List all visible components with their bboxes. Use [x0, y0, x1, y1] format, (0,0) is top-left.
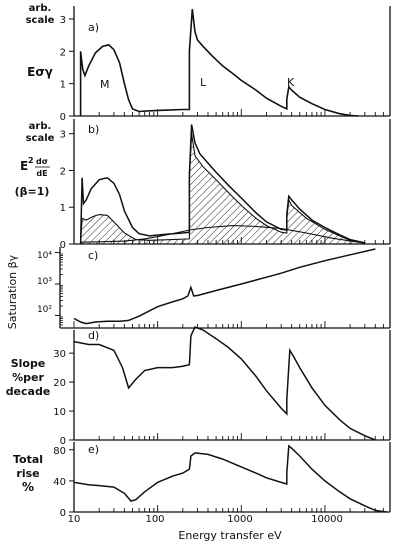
panel-b: arb. scale E 2 dσ dE (β=1) b) 0 1 2 3: [15, 119, 391, 251]
x-tick-label-10: 10: [68, 514, 81, 525]
panel-b-y-tick-label: 0: [60, 240, 66, 251]
annotation-k: K: [287, 76, 295, 89]
panel-d-label: d): [88, 329, 99, 342]
x-axis-title: Energy transfer eV: [178, 529, 282, 542]
panel-e-curve: [73, 444, 387, 513]
panel-b-label: b): [88, 123, 99, 136]
panel-d-ylabel-line2: %per: [12, 371, 44, 384]
panel-c-ytick-label-1e4: 10⁴: [37, 251, 52, 261]
panel-d-curve: [73, 326, 376, 441]
panel-b-upper-curve: [79, 124, 365, 245]
panel-c-curve: [73, 248, 376, 325]
panel-c-label: c): [88, 249, 98, 262]
panel-d-y-tick-label: 0: [60, 436, 66, 447]
panel-c-ytick-label-1e2: 10²: [37, 305, 52, 315]
panel-d-y-tick-label: 10: [53, 407, 66, 418]
panel-e-y-tick-label: 80: [53, 446, 66, 457]
panel-b-y-tick-label: 3: [60, 130, 66, 141]
panel-c-ytick-label-1e3: 10³: [37, 277, 52, 287]
panel-e-label: e): [88, 443, 99, 456]
panel-e-y-tick-label: 40: [53, 477, 66, 488]
x-tick-label-100: 100: [145, 514, 164, 525]
panel-a-ylabel-line2: scale: [26, 15, 55, 26]
panel-b-ytitle-e: E: [20, 159, 28, 173]
panel-a-y-tick-label: 3: [60, 15, 66, 26]
panel-d-ylabel-line1: Slope: [11, 357, 46, 370]
panel-d-ticks: 0 10 20 30: [53, 330, 391, 447]
panel-b-ytitle-sup: 2: [28, 156, 34, 165]
panel-b-y-tick-label: 1: [60, 203, 66, 214]
panel-a-ticks: 0 1 2 3: [60, 6, 391, 123]
panel-b-ytitle-frac-top: dσ: [36, 157, 48, 166]
panel-a-y-tick-label: 2: [60, 47, 66, 58]
panel-b-y-tick-label: 2: [60, 166, 66, 177]
panel-c: Saturation βγ c) 10⁴ 10³ 10²: [6, 247, 391, 329]
panel-e-ylabel-line3: %: [22, 480, 34, 494]
panel-d-y-tick-label: 30: [53, 349, 66, 360]
panel-a: arb. scale Eσγ a) M L K 0 1 2 3: [26, 3, 391, 123]
panel-e-ticks: 0 40 80: [53, 442, 391, 519]
panel-e-ylabel-line2: rise: [16, 467, 39, 480]
panel-e-y-tick-label: 0: [60, 508, 66, 519]
x-tick-label-1000: 1000: [227, 514, 252, 525]
annotation-l: L: [200, 76, 207, 89]
panel-d: Slope %per decade d) 0 10 20 30: [6, 326, 391, 447]
panel-c-ticks: [55, 247, 391, 329]
panel-a-curve: [79, 9, 359, 117]
panel-a-y-tick-label: 1: [60, 80, 66, 91]
panel-d-y-tick-label: 20: [53, 378, 66, 389]
x-tick-label-10000: 10000: [311, 514, 343, 525]
panel-d-ylabel-line3: decade: [6, 385, 51, 398]
panel-b-hatched-area: [80, 133, 366, 245]
annotation-m: M: [100, 78, 110, 91]
panel-e-ylabel-line1: Total: [13, 453, 43, 466]
panel-b-ytitle-frac-bottom: dE: [36, 169, 47, 178]
panel-a-ylabel-line1: arb.: [29, 3, 52, 14]
panel-a-y-tick-label: 0: [60, 112, 66, 123]
panel-a-label: a): [88, 21, 99, 34]
panel-b-ylabel-line2: scale: [26, 133, 55, 144]
panel-b-ylabel-line1: arb.: [29, 121, 52, 132]
panel-b-ytitle-beta: (β=1): [15, 185, 50, 198]
panel-c-ylabel: Saturation βγ: [6, 254, 19, 329]
panel-a-ytitle: Eσγ: [27, 65, 53, 79]
